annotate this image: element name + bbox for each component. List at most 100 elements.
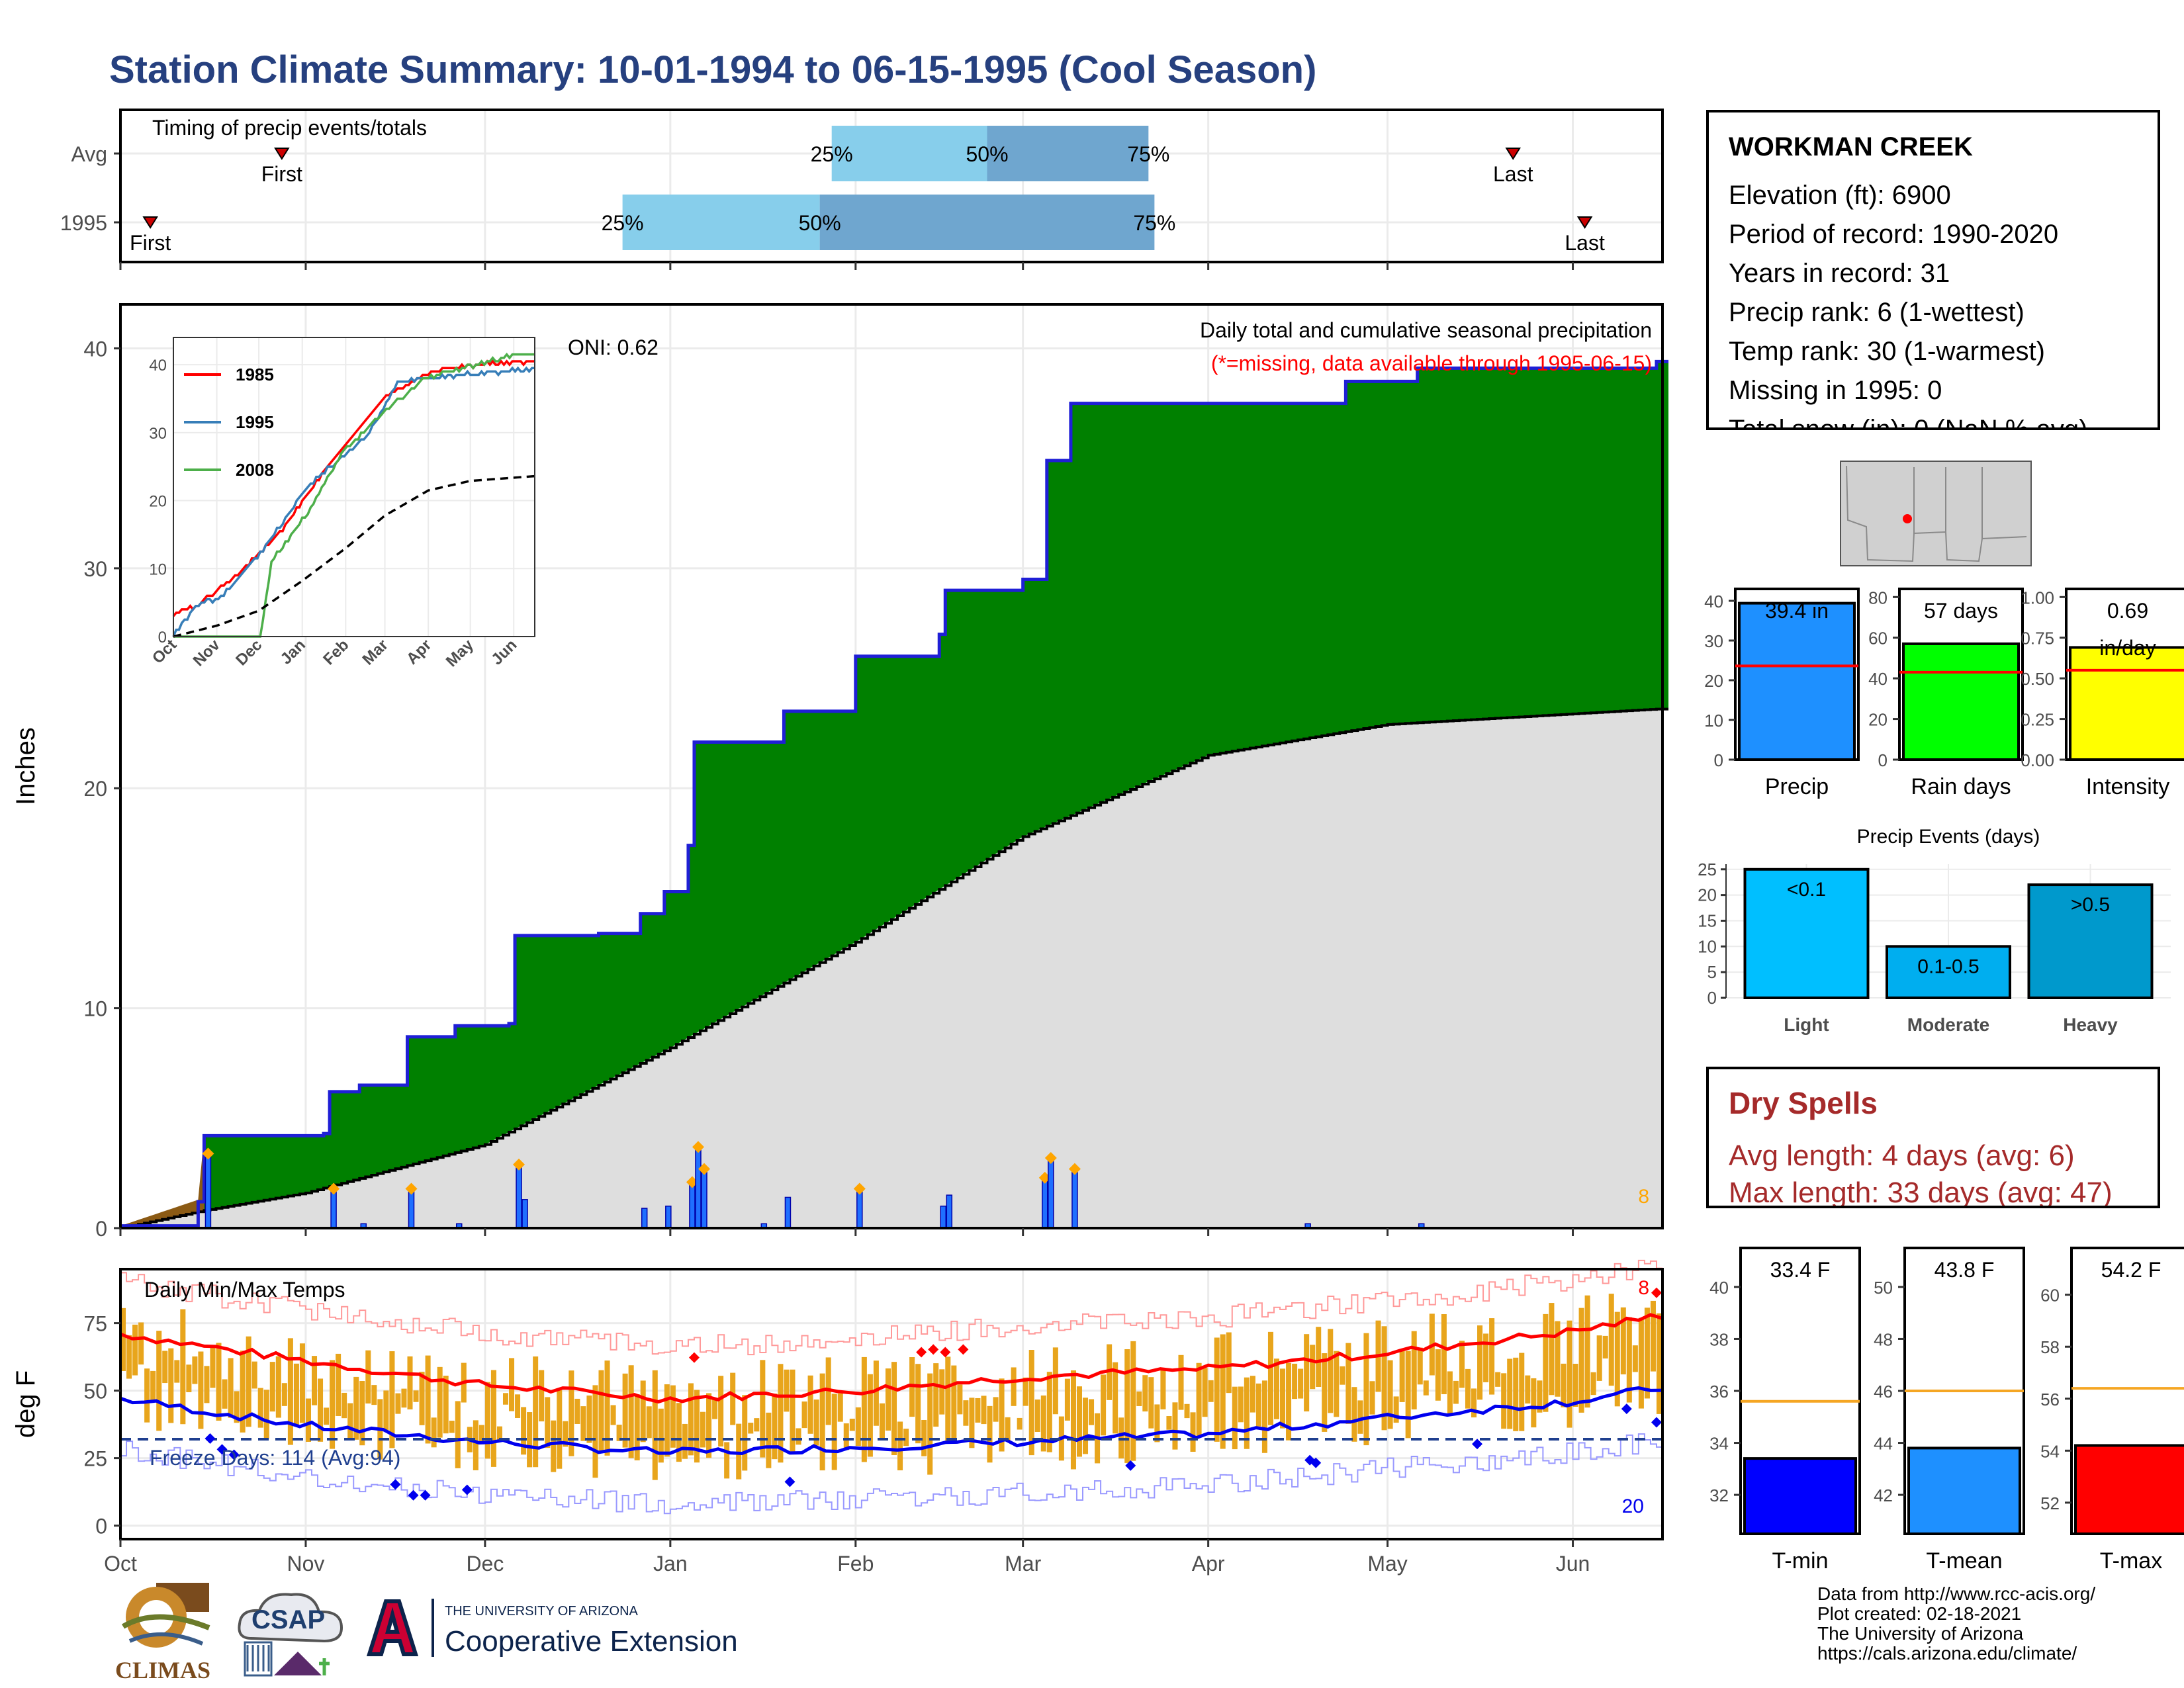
summary-precip-tick-label: 0: [1714, 750, 1723, 770]
daily-temp-bar: [545, 1397, 551, 1448]
daily-temp-bar: [622, 1373, 628, 1448]
daily-temp-bar: [515, 1394, 521, 1418]
station-temp-rank: Temp rank: 30 (1-warmest): [1729, 337, 2045, 366]
temp-y-axis-label: deg F: [11, 1370, 40, 1438]
daily-temp-bar: [192, 1356, 198, 1384]
first-event-marker: [142, 216, 158, 229]
daily-temp-bar: [275, 1356, 281, 1418]
summary-intensity-label: Intensity: [2086, 774, 2170, 799]
daily-temp-bar: [138, 1322, 144, 1365]
month-tick-label: May: [1367, 1552, 1407, 1576]
daily-temp-bar: [401, 1388, 407, 1408]
daily-temp-bar: [891, 1362, 897, 1456]
daily-precip-bar: [946, 1194, 953, 1229]
daily-temp-bar: [807, 1375, 813, 1434]
daily-temp-bar: [748, 1423, 754, 1434]
daily-temp-bar: [257, 1388, 263, 1428]
freeze-days-label: Freeze Days: 114 (Avg:94): [150, 1446, 400, 1470]
daily-temp-bar: [318, 1378, 324, 1442]
precip-events-tick-label: 20: [1698, 885, 1717, 905]
inset-border: [173, 337, 535, 637]
heavy-event-count: 8: [1638, 1186, 1649, 1208]
daily-temp-bar: [425, 1355, 431, 1444]
daily-temp-bar: [569, 1370, 574, 1456]
daily-temp-bar: [1632, 1345, 1638, 1372]
daily-temp-bar: [299, 1343, 305, 1423]
record-low-marker: [1651, 1417, 1662, 1428]
precip-events-tick-label: 25: [1698, 860, 1717, 879]
daily-temp-bar: [592, 1385, 598, 1478]
daily-temp-bar: [658, 1408, 664, 1463]
daily-temp-bar: [1363, 1333, 1369, 1446]
heavy-event-marker: [1068, 1163, 1081, 1175]
average-cumulative-line: [120, 707, 1669, 1229]
daily-temp-bar: [1064, 1378, 1070, 1421]
summary-intensity-tick-label: 0.75: [2021, 629, 2054, 648]
csap-logo: CSAP: [232, 1585, 351, 1685]
daily-temp-bar: [927, 1373, 933, 1475]
daily-precip-bar: [1071, 1170, 1078, 1229]
daily-temp-bar: [730, 1372, 736, 1425]
precip-y-tick-label: 0: [95, 1217, 107, 1241]
daily-temp-bar: [1148, 1377, 1154, 1429]
daily-temp-bar: [1076, 1386, 1082, 1457]
month-tick-label: Jan: [653, 1552, 688, 1576]
record-low-marker: [1310, 1457, 1322, 1468]
daily-temp-bar: [1345, 1343, 1351, 1424]
record-low-marker: [784, 1476, 796, 1488]
daily-temp-bar: [1298, 1368, 1304, 1399]
avg-max-temp-line: [120, 1313, 1663, 1404]
daily-precip-bar: [1048, 1159, 1054, 1229]
daily-temp-bar: [873, 1360, 879, 1426]
summary-precip-tick-label: 40: [1704, 592, 1723, 611]
daily-temp-bar: [855, 1407, 861, 1446]
month-tick-label: Apr: [1192, 1552, 1225, 1576]
station-precip-rank: Precip rank: 6 (1-wettest): [1729, 298, 2025, 327]
daily-temp-bar: [628, 1365, 634, 1458]
first-event-marker: [274, 148, 290, 160]
precip-events-category: Heavy: [2063, 1014, 2118, 1035]
daily-temp-bar: [1082, 1398, 1089, 1454]
daily-temp-bar: [831, 1394, 837, 1470]
record-high-marker: [1651, 1287, 1662, 1298]
heavy-event-marker: [405, 1182, 418, 1195]
daily-temp-bar: [1202, 1368, 1208, 1417]
summary-precip-value-label: 39.4 in: [1765, 599, 1829, 623]
temp-t-max-tick-label: 54: [2040, 1441, 2060, 1461]
inset-y-tick-label: 10: [149, 560, 167, 578]
month-tick-label: Dec: [466, 1552, 504, 1576]
record-high-marker: [940, 1347, 951, 1358]
month-tick-label: Mar: [1005, 1552, 1041, 1576]
quartile-75-label: 75%: [1133, 211, 1175, 235]
daily-temp-bar: [1393, 1396, 1399, 1423]
daily-temp-bar: [281, 1383, 287, 1406]
summary-precip-tick-label: 10: [1704, 711, 1723, 731]
summary-intensity-tick-label: 0.50: [2021, 669, 2054, 689]
daily-temp-bar: [760, 1360, 766, 1458]
daily-temp-bar: [1471, 1388, 1477, 1418]
daily-precip-bar: [665, 1206, 672, 1229]
daily-temp-bar: [640, 1380, 646, 1443]
daily-temp-bar: [557, 1390, 563, 1469]
daily-temp-bar: [1238, 1386, 1244, 1423]
footer-data-source: Data from http://www.rcc-acis.org/: [1817, 1583, 2096, 1604]
daily-temp-bar: [353, 1376, 359, 1440]
daily-temp-bar: [1584, 1295, 1590, 1408]
daily-temp-bar: [963, 1400, 969, 1426]
temp-t-mean-tick-label: 48: [1874, 1329, 1893, 1349]
daily-temp-bar: [975, 1398, 981, 1423]
daily-temp-bar: [1273, 1358, 1280, 1419]
daily-temp-bar: [539, 1370, 545, 1422]
daily-temp-bar: [1040, 1395, 1046, 1452]
climas-logo-text: CLIMAS: [114, 1657, 211, 1683]
summary-intensity-tick-label: 0.00: [2021, 750, 2054, 770]
daily-temp-bar: [126, 1335, 132, 1379]
summary-intensity-tick-label: 0.25: [2021, 710, 2054, 730]
daily-temp-bar: [580, 1406, 586, 1441]
quartile-25-50-bar: [622, 195, 820, 250]
station-elevation: Elevation (ft): 6900: [1729, 181, 1951, 210]
summary-charts: 0 10 20 30 40 39.4 in Precip 0 20 40 60 80 57 days Ra…: [1698, 588, 2184, 1574]
heavy-event-marker: [698, 1163, 711, 1175]
daily-temp-bar: [521, 1407, 527, 1455]
daily-temp-bar: [1614, 1311, 1620, 1407]
